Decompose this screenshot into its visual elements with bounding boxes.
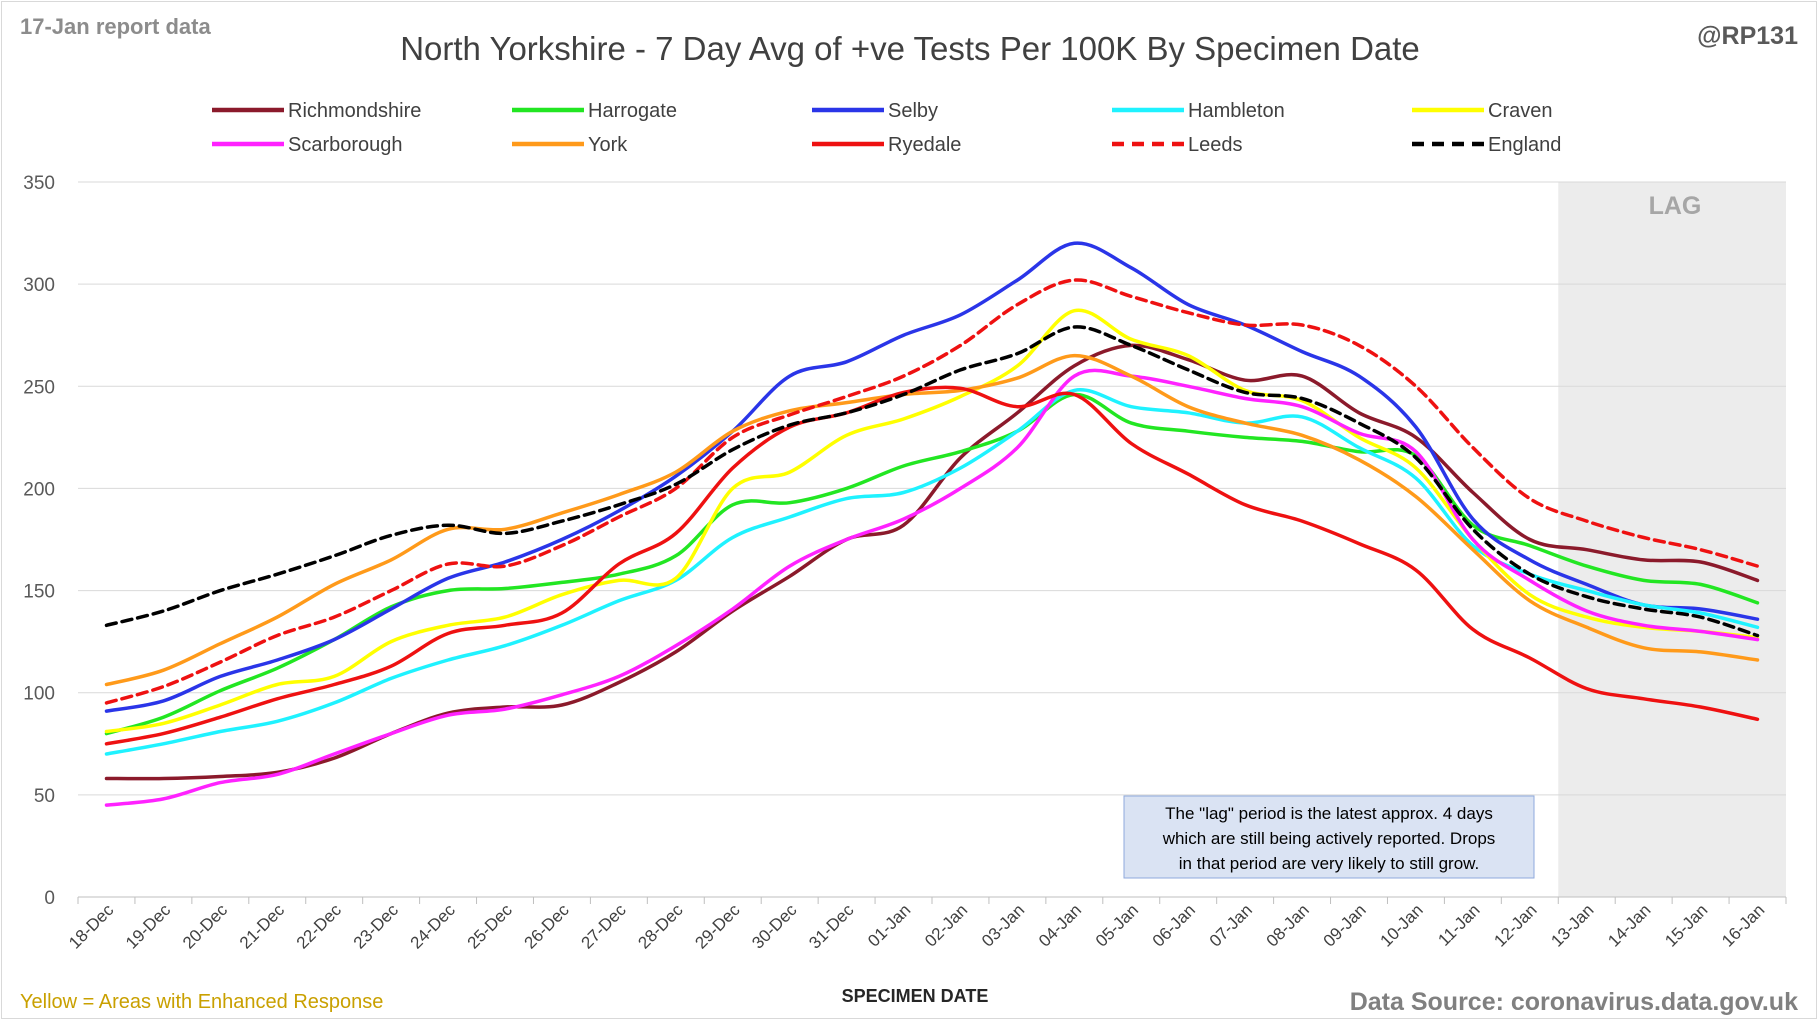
y-tick-label: 50 [34, 786, 55, 807]
x-tick-label: 02-Jan [921, 900, 971, 950]
x-tick-label: 18-Dec [65, 900, 118, 953]
legend-item-leeds: Leeds [1112, 134, 1243, 156]
lag-annotation-box: The "lag" period is the latest approx. 4… [1123, 795, 1535, 879]
legend: Richmondshire Harrogate Selby Hambleton Crav… [212, 100, 1561, 156]
series-line-england [104, 325, 1760, 638]
x-tick-label: 20-Dec [179, 900, 232, 953]
x-tick-label: 10-Jan [1377, 900, 1427, 950]
series-lines [104, 241, 1760, 807]
legend-label: Ryedale [888, 134, 961, 156]
annotation-line-3: in that period are very likely to still … [1179, 854, 1479, 873]
series-line-harrogate [104, 392, 1760, 736]
annotation-line-1: The "lag" period is the latest approx. 4… [1165, 804, 1493, 823]
y-tick-label: 300 [23, 275, 55, 296]
legend-label: Selby [888, 100, 938, 122]
legend-label: Craven [1488, 100, 1552, 122]
x-tick-label: 14-Jan [1604, 900, 1654, 950]
x-tick-label: 12-Jan [1490, 900, 1540, 950]
x-tick-label: 25-Dec [464, 900, 517, 953]
x-tick-label: 16-Jan [1718, 900, 1768, 950]
y-tick-label: 0 [44, 888, 55, 909]
legend-item-selby: Selby [812, 100, 938, 122]
x-tick-label: 11-Jan [1434, 900, 1483, 949]
lag-region [1558, 182, 1786, 897]
x-tick-label: 04-Jan [1035, 900, 1085, 950]
x-tick-label: 23-Dec [350, 900, 403, 953]
x-tick-label: 26-Dec [521, 900, 574, 953]
legend-label: Leeds [1188, 134, 1243, 156]
series-line-york [104, 353, 1760, 687]
x-tick-label: 05-Jan [1092, 900, 1142, 950]
x-tick-label: 09-Jan [1320, 900, 1370, 950]
lag-label: LAG [1649, 192, 1702, 220]
x-tick-label: 21-Dec [236, 900, 289, 953]
legend-item-york: York [512, 134, 628, 156]
y-tick-label: 150 [23, 582, 55, 603]
x-tick-label: 19-Dec [122, 900, 175, 953]
legend-item-england: England [1412, 134, 1561, 156]
legend-item-hambleton: Hambleton [1112, 100, 1285, 122]
y-tick-label: 100 [23, 684, 55, 705]
x-tick-label: 01-Jan [864, 900, 914, 950]
x-tick-label: 27-Dec [578, 900, 631, 953]
x-tick-label: 15-Jan [1661, 900, 1711, 950]
x-tick-label: 08-Jan [1263, 900, 1313, 950]
series-line-leeds [104, 278, 1760, 705]
x-tick-label: 31-Dec [805, 900, 858, 953]
data-source: Data Source: coronavirus.data.gov.uk [1350, 988, 1798, 1016]
series-line-craven [104, 308, 1760, 734]
x-tick-label: 07-Jan [1206, 900, 1256, 950]
x-tick-label: 28-Dec [634, 900, 687, 953]
legend-label: England [1488, 134, 1561, 156]
x-tick-label: 30-Dec [748, 900, 801, 953]
legend-item-harrogate: Harrogate [512, 100, 677, 122]
x-tick-label: 24-Dec [407, 900, 460, 953]
x-tick-label: 22-Dec [293, 900, 346, 953]
legend-label: York [588, 134, 628, 156]
legend-label: Richmondshire [288, 100, 421, 122]
legend-label: Hambleton [1188, 100, 1285, 122]
series-line-hambleton [104, 388, 1760, 756]
x-tick-label: 29-Dec [691, 900, 744, 953]
legend-item-ryedale: Ryedale [812, 134, 961, 156]
legend-label: Scarborough [288, 134, 403, 156]
annotation-line-2: which are still being actively reported.… [1162, 829, 1496, 848]
y-tick-label: 200 [23, 479, 55, 500]
x-tick-label: 06-Jan [1149, 900, 1199, 950]
x-axis-ticks: 18-Dec 19-Dec 20-Dec 21-Dec 22-Dec 23-Dec 24-D… [65, 897, 1787, 953]
legend-item-richmondshire: Richmondshire [212, 100, 421, 122]
chart-title: North Yorkshire - 7 Day Avg of +ve Tests… [400, 30, 1420, 67]
legend-label: Harrogate [588, 100, 677, 122]
x-tick-label: 13-Jan [1547, 900, 1597, 950]
y-axis-ticks: 0 50 100 150 200 250 300 350 [23, 173, 55, 909]
series-line-scarborough [104, 368, 1760, 807]
series-line-selby [104, 241, 1760, 713]
x-tick-label: 03-Jan [978, 900, 1028, 950]
y-tick-label: 250 [23, 377, 55, 398]
legend-item-scarborough: Scarborough [212, 134, 403, 156]
x-axis-label: SPECIMEN DATE [842, 986, 989, 1006]
legend-item-craven: Craven [1412, 100, 1552, 122]
series-line-ryedale [104, 385, 1760, 746]
enhanced-response-note: Yellow = Areas with Enhanced Response [20, 991, 383, 1013]
report-date: 17-Jan report data [20, 14, 211, 39]
y-tick-label: 350 [23, 173, 55, 194]
author-handle: @RP131 [1697, 22, 1798, 50]
